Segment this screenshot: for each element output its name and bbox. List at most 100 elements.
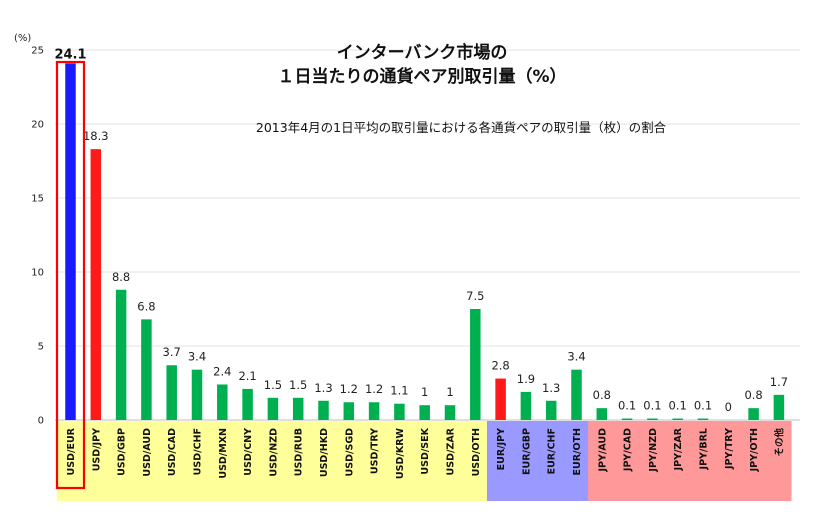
category-label: USD/NZD: [268, 428, 279, 477]
data-label: 2.1: [238, 369, 256, 383]
category-label: USD/AUD: [142, 428, 153, 477]
category-label: USD/CAD: [167, 428, 178, 476]
category-label: JPY/CAD: [623, 428, 634, 472]
data-label: 18.3: [83, 129, 109, 143]
bar: [343, 402, 355, 420]
category-label: JPY/AUD: [597, 428, 608, 473]
data-label: 0: [725, 400, 732, 414]
category-label: USD/GBP: [117, 428, 128, 476]
y-tick-label: 0: [38, 416, 44, 427]
chart-title-line2: １日当たりの通貨ペア別取引量（%）: [277, 66, 566, 87]
bar: [520, 391, 532, 420]
data-label: 8.8: [112, 270, 130, 284]
category-label: EUR/OTH: [572, 428, 583, 476]
bar: [115, 289, 127, 420]
data-labels: 24.1 18.3 8.8 6.8 3.7 3.4 2.4 2.1 1.5 1.5 1.3 1.2 1.…: [54, 47, 788, 414]
data-label: 0.1: [669, 399, 687, 413]
group-background: [56, 421, 488, 501]
data-label: 1.5: [289, 378, 307, 392]
bar: [419, 405, 430, 420]
category-label: USD/ZAR: [446, 427, 457, 475]
category-label: JPY/TRY: [724, 428, 735, 470]
category-label: USD/OTH: [471, 428, 482, 476]
bar: [697, 418, 709, 420]
bar: [318, 400, 329, 420]
y-tick-label: 15: [31, 194, 44, 205]
chart-title-line1: インターバンク市場の: [337, 42, 508, 63]
data-label: 1.2: [365, 382, 383, 396]
category-label: USD/RUB: [294, 428, 305, 476]
bar: [141, 319, 152, 420]
data-label: 1.3: [314, 381, 332, 395]
data-label: 0.8: [593, 388, 611, 402]
y-tick-label: 5: [38, 342, 44, 353]
bar: [292, 397, 304, 420]
bar: [672, 418, 683, 420]
data-label: 7.5: [466, 289, 484, 303]
category-label: USD/SGD: [344, 428, 355, 477]
group-background: [588, 421, 792, 501]
category-label: USD/KRW: [395, 427, 406, 479]
data-label: 2.8: [491, 359, 509, 373]
bar: [90, 149, 102, 420]
category-label: JPY/OTH: [749, 428, 760, 472]
bar: [748, 408, 759, 420]
data-label: 0.1: [643, 399, 661, 413]
category-label: USD/CNY: [243, 428, 254, 476]
chart-subtitle: 2013年4月の1日平均の取引量における各通貨ペアの取引量（枚）の割合: [256, 120, 667, 135]
bar: [596, 408, 608, 420]
category-label: USD/CHF: [193, 428, 204, 475]
data-label: 1.1: [390, 384, 408, 398]
data-label: 1: [446, 385, 453, 399]
bar: [267, 397, 279, 420]
y-tick-label: 25: [31, 46, 44, 57]
highlight-box: [55, 60, 86, 490]
bar: [545, 400, 557, 420]
category-label: USD/EUR: [66, 427, 77, 475]
bar: [191, 369, 203, 420]
data-label: 1.7: [770, 375, 788, 389]
bar: [571, 369, 582, 420]
data-label: 0.1: [694, 399, 712, 413]
bar: [166, 365, 177, 420]
data-label: 3.4: [188, 350, 206, 364]
category-label: JPY/BRL: [699, 428, 710, 470]
category-label: EUR/JPY: [496, 428, 507, 470]
bar: [394, 403, 405, 420]
bar: [217, 384, 228, 420]
category-label: USD/JPY: [91, 428, 102, 471]
category-label: USD/MXN: [218, 428, 229, 479]
data-label: 0.1: [618, 399, 636, 413]
y-axis-ticks: 0 5 10 15 20 25: [31, 46, 44, 427]
bar: [65, 63, 76, 420]
category-label: その他: [773, 428, 785, 457]
data-label: 3.4: [567, 350, 585, 364]
group-background: [486, 421, 590, 501]
category-label: EUR/CHF: [547, 428, 558, 474]
bar: [621, 418, 633, 420]
data-label: 1.5: [264, 378, 282, 392]
category-label: JPY/ZAR: [673, 427, 684, 471]
bar: [368, 402, 380, 420]
category-group-backgrounds: [56, 421, 792, 501]
bar: [773, 394, 785, 420]
category-labels: USD/EUR USD/JPY USD/GBP USD/AUD USD/CAD USD/C…: [66, 427, 785, 479]
data-label: 1: [421, 385, 428, 399]
data-label: 1.9: [517, 372, 535, 386]
highlight-box: [55, 60, 86, 490]
y-tick-label: 10: [31, 268, 44, 279]
category-label: JPY/NZD: [648, 428, 659, 473]
data-label: 6.8: [137, 299, 155, 313]
y-tick-label: 20: [31, 120, 44, 131]
category-label: USD/TRY: [370, 428, 381, 474]
category-label: USD/HKD: [319, 428, 330, 477]
bars: [65, 63, 785, 420]
data-label: 0.8: [744, 388, 762, 402]
data-label: 1.3: [542, 381, 560, 395]
bar: [470, 309, 481, 420]
data-label: 2.4: [213, 364, 231, 378]
data-label: 3.7: [163, 345, 181, 359]
bar: [242, 388, 253, 420]
category-label: EUR/GBP: [521, 428, 532, 475]
